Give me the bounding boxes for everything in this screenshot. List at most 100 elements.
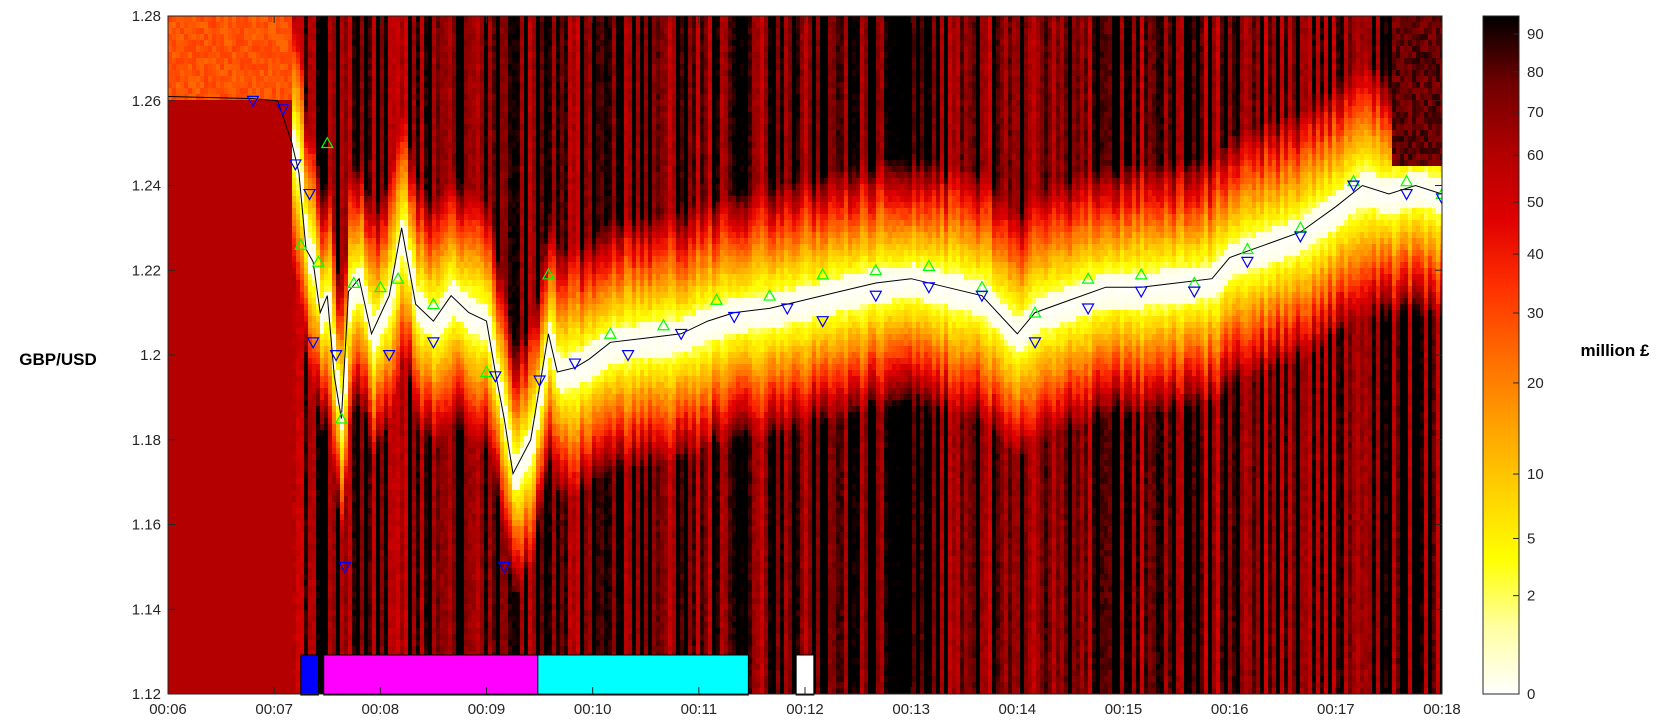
heatmap-cell xyxy=(172,46,177,53)
heatmap-cell xyxy=(180,574,185,581)
heatmap-cell xyxy=(220,364,225,371)
heatmap-cell xyxy=(244,52,249,59)
heatmap-cell xyxy=(224,640,229,647)
heatmap-cell xyxy=(252,400,257,407)
heatmap-cell xyxy=(220,652,225,659)
heatmap-cell xyxy=(184,40,189,47)
heatmap-cell xyxy=(180,328,185,335)
heatmap-cell xyxy=(212,40,217,47)
heatmap-cell xyxy=(184,514,189,521)
heatmap-cell xyxy=(248,118,253,125)
heatmap-cell xyxy=(240,412,245,419)
heatmap-cell xyxy=(208,628,213,635)
heatmap-cell xyxy=(200,424,205,431)
heatmap-cell xyxy=(212,682,217,689)
heatmap-cell xyxy=(188,64,193,71)
heatmap-cell xyxy=(208,124,213,131)
heatmap-cell xyxy=(192,328,197,335)
heatmap-cell xyxy=(244,316,249,323)
heatmap-cell xyxy=(204,226,209,233)
heatmap-cell xyxy=(224,238,229,245)
heatmap-cell xyxy=(168,598,173,605)
heatmap-cell xyxy=(172,76,177,83)
heatmap-cell xyxy=(244,292,249,299)
heatmap-cell xyxy=(180,556,185,563)
heatmap-cell xyxy=(232,556,237,563)
heatmap-cell xyxy=(224,58,229,65)
heatmap-cell xyxy=(196,352,201,359)
heatmap-cell xyxy=(248,256,253,263)
heatmap-cell xyxy=(196,136,201,143)
heatmap-cell xyxy=(172,622,177,629)
heatmap-cell xyxy=(256,166,261,173)
heatmap-cell xyxy=(220,298,225,305)
heatmap-cell xyxy=(176,580,181,587)
heatmap-cell xyxy=(188,274,193,281)
heatmap-cell xyxy=(196,328,201,335)
heatmap-cell xyxy=(208,370,213,377)
heatmap-cell xyxy=(172,562,177,569)
heatmap-cell xyxy=(252,598,257,605)
heatmap-cell xyxy=(248,316,253,323)
heatmap-cell xyxy=(184,226,189,233)
heatmap-cell xyxy=(196,364,201,371)
heatmap-cell xyxy=(196,40,201,47)
heatmap-cell xyxy=(220,676,225,683)
heatmap-cell xyxy=(192,208,197,215)
heatmap-cell xyxy=(228,502,233,509)
heatmap-cell xyxy=(204,406,209,413)
heatmap-cell xyxy=(168,292,173,299)
heatmap-cell xyxy=(220,268,225,275)
heatmap-cell xyxy=(176,556,181,563)
heatmap-cell xyxy=(244,526,249,533)
heatmap-cell xyxy=(208,574,213,581)
heatmap-cell xyxy=(232,628,237,635)
heatmap-cell xyxy=(204,70,209,77)
heatmap-cell xyxy=(252,112,257,119)
heatmap-cell xyxy=(236,676,241,683)
heatmap-cell xyxy=(200,520,205,527)
heatmap-cell xyxy=(224,562,229,569)
heatmap-cell xyxy=(244,670,249,677)
heatmap-cell xyxy=(184,286,189,293)
heatmap-cell xyxy=(200,310,205,317)
heatmap-cell xyxy=(228,58,233,65)
heatmap-cell xyxy=(188,682,193,689)
heatmap-cell xyxy=(244,166,249,173)
heatmap-cell xyxy=(196,316,201,323)
heatmap-cell xyxy=(220,436,225,443)
heatmap-cell xyxy=(168,262,173,269)
heatmap-cell xyxy=(228,190,233,197)
heatmap-cell xyxy=(168,238,173,245)
heatmap-cell xyxy=(212,298,217,305)
heatmap-cell xyxy=(172,160,177,167)
heatmap-cell xyxy=(180,70,185,77)
heatmap-cell xyxy=(200,100,205,107)
heatmap-cell xyxy=(200,244,205,251)
heatmap-cell xyxy=(196,532,201,539)
heatmap-cell xyxy=(172,472,177,479)
heatmap-cell xyxy=(184,346,189,353)
heatmap-cell xyxy=(248,382,253,389)
heatmap-cell xyxy=(256,154,261,161)
heatmap-cell xyxy=(208,226,213,233)
heatmap-cell xyxy=(232,94,237,101)
heatmap-cell xyxy=(172,502,177,509)
heatmap-cell xyxy=(232,238,237,245)
heatmap-cell xyxy=(196,418,201,425)
heatmap-cell xyxy=(224,442,229,449)
heatmap-cell xyxy=(212,70,217,77)
heatmap-cell xyxy=(244,682,249,689)
heatmap-cell xyxy=(188,634,193,641)
heatmap-cell xyxy=(232,640,237,647)
heatmap-cell xyxy=(172,424,177,431)
heatmap-cell xyxy=(216,76,221,83)
heatmap-cell xyxy=(232,400,237,407)
heatmap-cell xyxy=(192,646,197,653)
heatmap-cell xyxy=(188,28,193,35)
heatmap-cell xyxy=(212,412,217,419)
heatmap-cell xyxy=(184,436,189,443)
heatmap-cell xyxy=(204,526,209,533)
heatmap-cell xyxy=(236,532,241,539)
heatmap-cell xyxy=(248,328,253,335)
